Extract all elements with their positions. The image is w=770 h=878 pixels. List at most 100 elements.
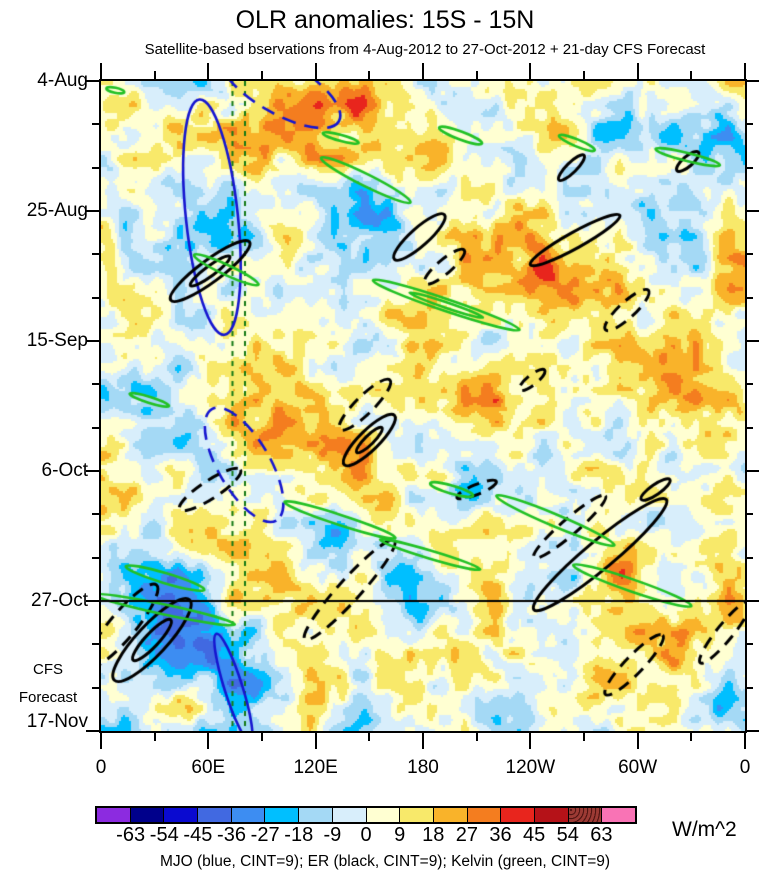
axis-tick: [747, 470, 759, 472]
axis-tick: [744, 733, 746, 749]
axis-tick: [100, 63, 102, 79]
x-tick-label: 120W: [505, 757, 556, 778]
axis-tick: [92, 383, 99, 386]
axis-tick: [92, 166, 99, 169]
axis-tick: [92, 686, 99, 689]
colorbar-segment: [265, 808, 300, 822]
axis-tick: [747, 730, 759, 732]
axis-tick: [92, 513, 99, 516]
colorbar-segment: [568, 808, 603, 822]
axis-tick: [368, 71, 371, 79]
colorbar-label: -54: [149, 824, 179, 846]
axis-tick: [744, 63, 746, 79]
axis-tick: [747, 340, 759, 342]
axis-tick: [747, 600, 759, 602]
axis-tick: [422, 63, 424, 79]
axis-tick: [314, 63, 317, 79]
axis-tick: [747, 686, 753, 689]
y-tick-label: 17-Nov: [26, 711, 88, 732]
colorbar-segment: [501, 808, 535, 822]
axis-tick: [690, 71, 693, 79]
x-tick-label: 180: [407, 757, 439, 778]
axis-tick: [92, 123, 99, 126]
axis-tick: [747, 166, 753, 169]
colorbar-segment: [602, 808, 635, 822]
y-tick-label: 27-Oct: [30, 590, 88, 611]
axis-tick: [86, 470, 99, 472]
contour-legend: MJO (blue, CINT=9); ER (black, CINT=9); …: [159, 853, 611, 870]
axis-tick: [529, 733, 532, 749]
y-tick-label: 25-Aug: [26, 200, 88, 221]
axis-tick: [153, 733, 156, 741]
x-tick-label: 0: [739, 757, 751, 778]
colorbar-segment: [299, 808, 333, 822]
axis-tick: [747, 253, 753, 256]
x-tick-label: 120E: [293, 757, 338, 778]
axis-tick: [92, 556, 99, 559]
axis-tick: [747, 513, 753, 516]
axis-tick: [207, 733, 210, 749]
axis-tick: [261, 733, 263, 741]
axis-tick: [153, 71, 156, 79]
colorbar-label: -45: [183, 824, 213, 846]
colorbar-units: W/m^2: [672, 818, 737, 841]
colorbar-label: -36: [217, 824, 246, 846]
colorbar-segment: [97, 808, 131, 822]
axis-tick: [747, 383, 753, 386]
cfs-forecast-note: CFS Forecast: [2, 656, 94, 712]
colorbar-segment: [198, 808, 232, 822]
x-tick-label: 0: [95, 757, 107, 778]
hovmoller-field-canvas: [101, 81, 745, 731]
axis-tick: [368, 733, 371, 741]
axis-tick: [529, 63, 532, 79]
colorbar-label: 9: [394, 824, 406, 846]
axis-tick: [747, 123, 753, 126]
colorbar-label: 36: [489, 824, 512, 846]
colorbar-label: 54: [556, 824, 579, 846]
colorbar-label: -18: [284, 824, 314, 846]
colorbar-segment: [164, 808, 199, 822]
axis-tick: [583, 733, 585, 741]
colorbar-segment: [433, 808, 468, 822]
chart-subtitle: Satellite-based bservations from 4-Aug-2…: [144, 41, 706, 58]
axis-tick: [86, 80, 99, 82]
axis-tick: [207, 63, 210, 79]
colorbar-segment: [332, 808, 367, 822]
y-tick-label: 4-Aug: [37, 70, 88, 91]
axis-tick: [747, 643, 753, 646]
axis-tick: [747, 556, 753, 559]
axis-tick: [636, 733, 639, 749]
axis-tick: [92, 253, 99, 256]
colorbar-label: 45: [523, 824, 546, 846]
axis-tick: [86, 730, 99, 732]
cfs-label: CFS: [33, 661, 63, 678]
axis-tick: [92, 296, 99, 299]
axis-tick: [261, 71, 263, 79]
axis-tick: [475, 71, 478, 79]
x-tick-label: 60E: [191, 757, 226, 778]
y-tick-label: 15-Sep: [26, 330, 88, 351]
axis-tick: [747, 426, 753, 429]
axis-tick: [475, 733, 478, 741]
colorbar-segment: [467, 808, 502, 822]
axis-tick: [422, 733, 424, 749]
x-tick-label: 60W: [618, 757, 658, 778]
axis-tick: [92, 426, 99, 429]
axis-tick: [747, 296, 753, 299]
axis-tick: [92, 643, 99, 646]
colorbar-label: 27: [455, 824, 478, 846]
colorbar-label: -27: [250, 824, 280, 846]
axis-tick: [690, 733, 693, 741]
y-tick-label: 6-Oct: [41, 460, 88, 481]
page-title: OLR anomalies: 15S - 15N: [235, 6, 535, 34]
colorbar-label: -9: [323, 824, 342, 846]
colorbar-segment: [130, 808, 165, 822]
axis-tick: [86, 600, 99, 602]
colorbar: [95, 806, 637, 824]
plot-frame: [99, 79, 747, 733]
axis-tick: [636, 63, 639, 79]
colorbar-label: 18: [422, 824, 445, 846]
colorbar-segment: [366, 808, 401, 822]
colorbar-label: -63: [116, 824, 146, 846]
